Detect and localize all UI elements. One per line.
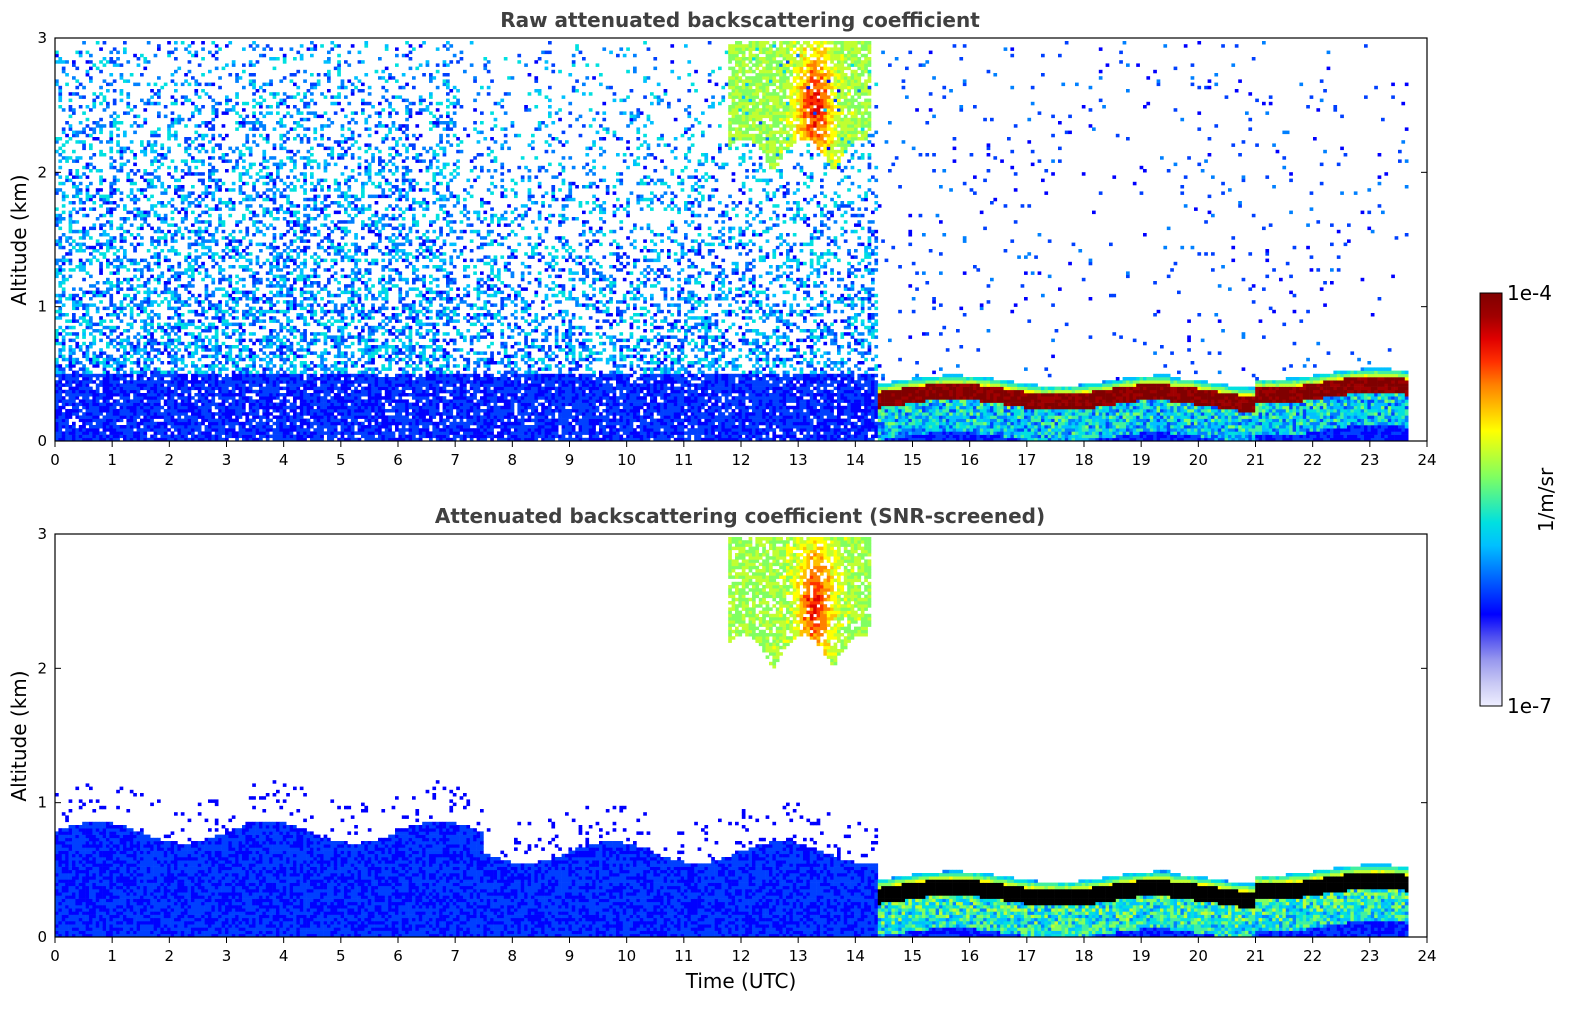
x-tick-label: 17 <box>1017 451 1036 469</box>
x-tick-label: 0 <box>50 451 60 469</box>
x-tick-label: 2 <box>165 947 175 965</box>
x-tick-label: 15 <box>903 451 922 469</box>
y-tick-label: 3 <box>37 525 47 543</box>
x-tick-label: 12 <box>731 451 750 469</box>
y-tick-label: 0 <box>37 432 47 450</box>
x-tick-label: 9 <box>565 947 575 965</box>
x-tick-label: 24 <box>1417 451 1436 469</box>
x-tick-label: 1 <box>107 947 117 965</box>
x-tick-label: 6 <box>393 947 403 965</box>
panel-raw: Raw attenuated backscattering coefficien… <box>7 8 1437 469</box>
x-tick-label: 24 <box>1417 947 1436 965</box>
x-tick-label: 4 <box>279 451 289 469</box>
panel-raw-ylabel: Altitude (km) <box>7 174 31 305</box>
x-tick-label: 23 <box>1360 451 1379 469</box>
x-tick-label: 3 <box>222 451 232 469</box>
x-tick-label: 5 <box>336 947 346 965</box>
x-tick-label: 14 <box>846 947 865 965</box>
y-tick-label: 3 <box>37 29 47 47</box>
panel-raw-title: Raw attenuated backscattering coefficien… <box>500 8 980 32</box>
panel-raw-x-axis: 0 1 2 3 4 5 6 7 8 9 10 11 12 13 14 15 16 17 18 19 20 21 22 23 24 <box>50 441 1436 469</box>
x-tick-label: 21 <box>1246 451 1265 469</box>
colorbar-gradient <box>1480 293 1502 706</box>
x-tick-label: 0 <box>50 947 60 965</box>
x-tick-label: 11 <box>674 451 693 469</box>
colorbar-min-label: 1e-7 <box>1507 694 1552 718</box>
x-tick-label: 23 <box>1360 947 1379 965</box>
x-tick-label: 13 <box>789 451 808 469</box>
colorbar-max-label: 1e-4 <box>1507 281 1552 305</box>
x-tick-label: 10 <box>617 947 636 965</box>
panel-screened-ylabel: Altitude (km) <box>7 670 31 801</box>
x-tick-label: 14 <box>846 451 865 469</box>
x-tick-label: 16 <box>960 947 979 965</box>
panel-screened-x-axis: 0 1 2 3 4 5 6 7 8 9 10 11 12 13 14 15 16 17 18 19 20 21 22 23 24 <box>50 937 1436 965</box>
x-tick-label: 11 <box>674 947 693 965</box>
panel-screened-plot-area <box>55 537 1409 937</box>
x-tick-label: 19 <box>1132 947 1151 965</box>
x-tick-label: 1 <box>107 451 117 469</box>
x-tick-label: 7 <box>450 947 460 965</box>
y-tick-label: 1 <box>37 794 47 812</box>
panel-screened-title: Attenuated backscattering coefficient (S… <box>435 504 1045 528</box>
x-tick-label: 12 <box>731 947 750 965</box>
x-tick-label: 21 <box>1246 947 1265 965</box>
y-tick-label: 0 <box>37 928 47 946</box>
x-tick-label: 15 <box>903 947 922 965</box>
x-tick-label: 22 <box>1303 451 1322 469</box>
y-tick-label: 1 <box>37 298 47 316</box>
x-tick-label: 4 <box>279 947 289 965</box>
panel-raw-plot-area <box>55 41 1409 441</box>
x-tick-label: 20 <box>1189 451 1208 469</box>
x-tick-label: 16 <box>960 451 979 469</box>
y-tick-label: 2 <box>37 659 47 677</box>
x-tick-label: 10 <box>617 451 636 469</box>
x-tick-label: 2 <box>165 451 175 469</box>
x-tick-label: 9 <box>565 451 575 469</box>
panel-screened-xlabel: Time (UTC) <box>685 969 797 993</box>
panel-screened: Attenuated backscattering coefficient (S… <box>7 504 1437 993</box>
colorbar: 1e-4 1e-7 1/m/sr <box>1480 281 1558 718</box>
x-tick-label: 19 <box>1132 451 1151 469</box>
x-tick-label: 18 <box>1074 451 1093 469</box>
x-tick-label: 17 <box>1017 947 1036 965</box>
x-tick-label: 18 <box>1074 947 1093 965</box>
x-tick-label: 5 <box>336 451 346 469</box>
x-tick-label: 7 <box>450 451 460 469</box>
x-tick-label: 20 <box>1189 947 1208 965</box>
x-tick-label: 8 <box>508 947 518 965</box>
x-tick-label: 13 <box>789 947 808 965</box>
x-tick-label: 22 <box>1303 947 1322 965</box>
colorbar-unit-label: 1/m/sr <box>1534 467 1558 532</box>
y-tick-label: 2 <box>37 163 47 181</box>
x-tick-label: 3 <box>222 947 232 965</box>
x-tick-label: 8 <box>508 451 518 469</box>
x-tick-label: 6 <box>393 451 403 469</box>
